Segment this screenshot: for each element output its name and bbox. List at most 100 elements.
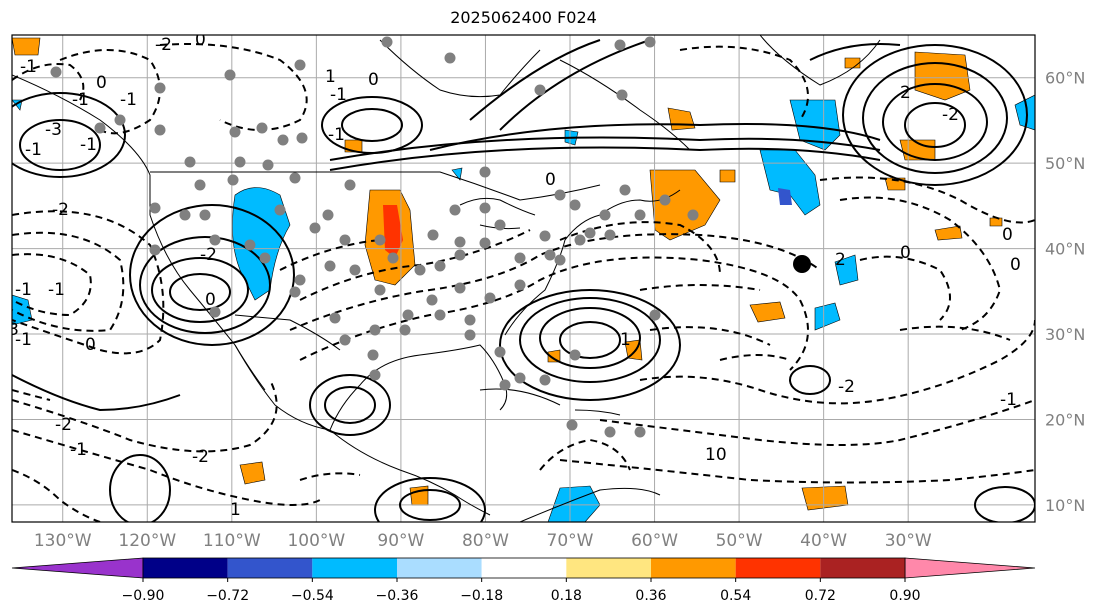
station-dot — [544, 249, 556, 261]
contour-label: -1 — [25, 140, 42, 160]
station-dot — [324, 260, 336, 272]
colorbar: −0.90 −0.72 −0.54 −0.36 −0.18 0.18 0.36 0.54 0.7… — [11, 557, 1036, 604]
colorbar-tick-label: 0.18 — [551, 588, 582, 604]
station-dot — [604, 426, 616, 438]
contour-label: -1 — [1000, 390, 1017, 410]
contour — [819, 176, 1035, 224]
hudson-bay — [379, 39, 541, 98]
station-dot — [179, 209, 191, 221]
station-dot — [514, 372, 526, 384]
station-dot — [289, 286, 301, 298]
station-dot — [322, 209, 334, 221]
contour — [299, 472, 361, 481]
station-dot — [277, 134, 289, 146]
graticule — [12, 35, 1035, 522]
colorbar-tick-label: −0.36 — [376, 588, 419, 604]
station-dot — [444, 52, 456, 64]
map-background — [12, 35, 1035, 522]
contour — [169, 273, 231, 311]
contour — [559, 459, 1035, 484]
contour-label: 1 — [230, 500, 241, 520]
contour — [329, 146, 881, 171]
contour-labels: 01 0-20-1-3-1-1-1-1-10-3-2-21-1-2-1-1-1-1… — [2, 35, 1021, 520]
station-dot — [464, 314, 476, 326]
station-dot — [274, 204, 286, 216]
contour-label: 0 — [1002, 225, 1013, 245]
shade-region — [409, 485, 429, 506]
contour — [374, 477, 486, 522]
contour — [109, 454, 171, 522]
station-dot — [454, 282, 466, 294]
station-dot — [454, 236, 466, 248]
station-dot — [427, 229, 439, 241]
shade-region — [719, 169, 736, 183]
station-dot — [374, 284, 386, 296]
contour — [151, 257, 249, 323]
station-dot — [184, 156, 196, 168]
shade-region — [914, 51, 971, 101]
labrador — [559, 59, 691, 151]
colorbar-tick-label: −0.18 — [460, 588, 503, 604]
latitude-label: 30°N — [1045, 325, 1085, 344]
shade-region — [834, 254, 859, 286]
shade-region — [383, 205, 403, 258]
shade-region — [759, 149, 821, 216]
shade-region — [844, 57, 861, 69]
station-dot — [309, 222, 321, 234]
greenland — [759, 35, 881, 86]
contour — [324, 386, 376, 424]
contour-label: -1 — [48, 280, 65, 300]
station-dot — [634, 209, 646, 221]
station-dot — [499, 379, 511, 391]
shade-region — [814, 302, 841, 331]
station-dot — [566, 419, 578, 431]
station-dot — [344, 179, 356, 191]
colorbar-bin — [651, 558, 736, 578]
colorbar-bin — [820, 558, 905, 578]
contour — [289, 233, 821, 331]
station-dot — [256, 122, 268, 134]
colorbar-tick-label: 0.72 — [805, 588, 836, 604]
contour — [559, 321, 621, 359]
station-dot — [154, 82, 166, 94]
map-panel: 01 0-20-1-3-1-1-1-1-10-3-2-21-1-2-1-1-1-1… — [2, 35, 1035, 522]
contour-label: 1 — [325, 67, 336, 87]
contour-label: 0 — [85, 335, 96, 355]
shade-region — [778, 188, 792, 205]
contour — [499, 39, 651, 131]
colorbar-tick-label: 0.36 — [635, 588, 666, 604]
contour-label: -1 — [80, 135, 97, 155]
colorbar-tick-label: −0.72 — [206, 588, 249, 604]
us-canada-border — [150, 171, 601, 201]
station-dot — [434, 309, 446, 321]
station-dot — [209, 306, 221, 318]
station-dot — [554, 254, 566, 266]
longitude-label: 50°W — [716, 531, 763, 551]
contour — [719, 354, 791, 361]
station-dot — [534, 84, 546, 96]
contour — [12, 389, 51, 401]
station-dot — [374, 234, 386, 246]
contour-label: -3 — [2, 320, 19, 340]
station-dot — [149, 244, 161, 256]
station-dot — [339, 234, 351, 246]
contour — [429, 123, 881, 151]
colorbar-under-arrow — [11, 557, 144, 579]
contour-label: -2 — [192, 447, 209, 467]
station-dot — [514, 279, 526, 291]
station-dot — [569, 199, 581, 211]
station-dot — [514, 252, 526, 264]
south-america-north-coast — [519, 487, 661, 522]
station-dot — [199, 209, 211, 221]
station-dot — [209, 234, 221, 246]
longitude-label: 90°W — [377, 531, 424, 551]
station-dot — [262, 159, 274, 171]
longitude-label: 30°W — [885, 531, 932, 551]
contour — [842, 44, 1028, 186]
contour-label: -1 — [20, 57, 37, 77]
shade-region — [934, 225, 963, 241]
contour — [12, 374, 181, 412]
longitude-label: 110°W — [203, 531, 261, 551]
station-dot — [539, 230, 551, 242]
contour — [679, 45, 809, 121]
